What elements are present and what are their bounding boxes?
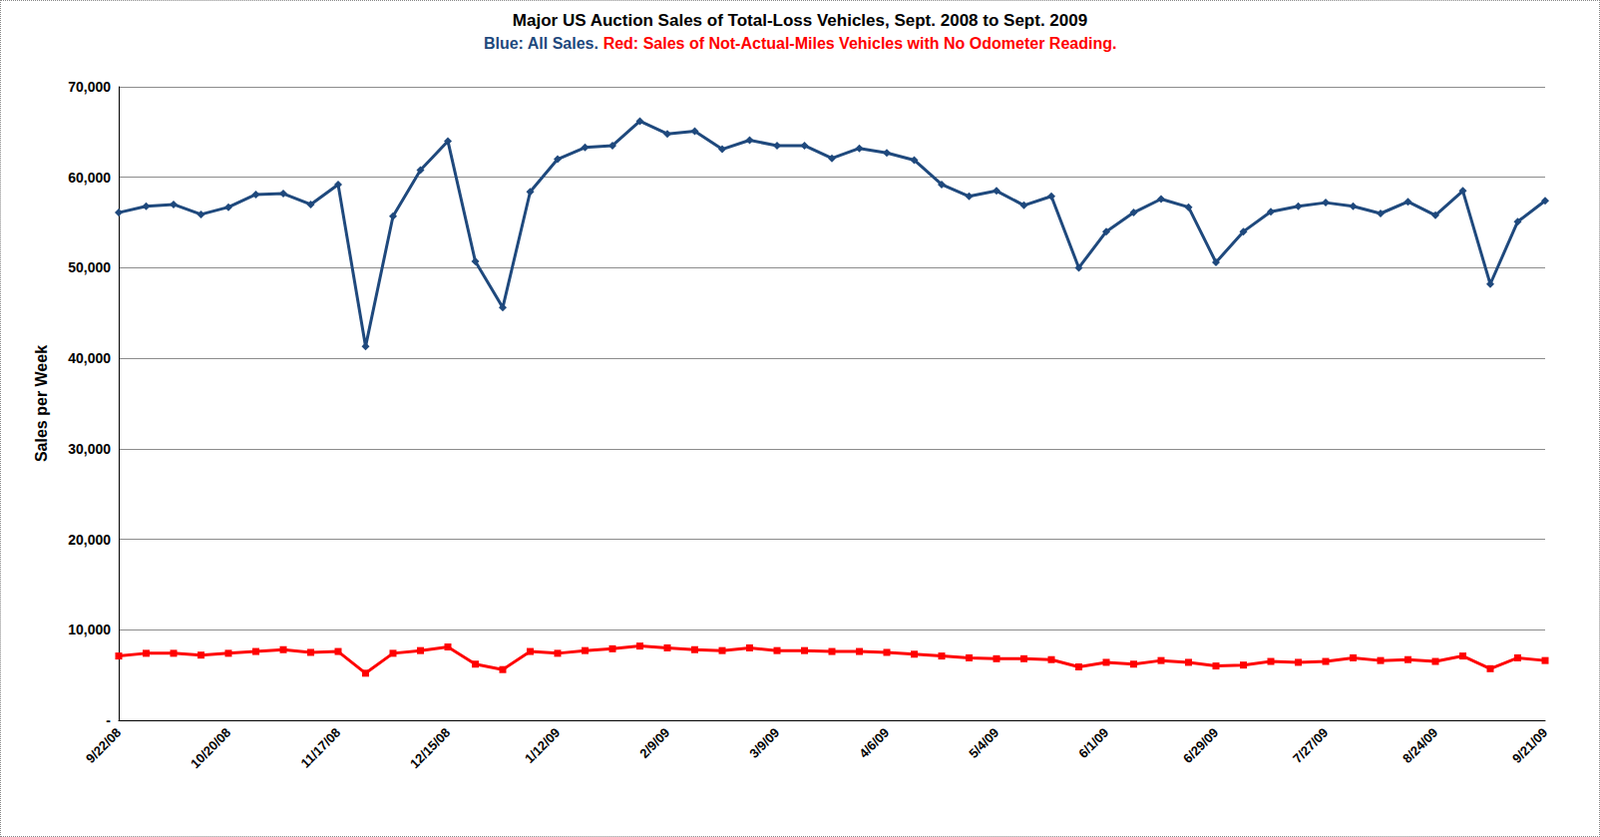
svg-text:12/15/08: 12/15/08 [406,725,453,772]
svg-text:Blue: All Sales.: Blue: All Sales. [483,34,599,52]
svg-text:5/4/09: 5/4/09 [965,725,1002,762]
svg-text:6/1/09: 6/1/09 [1075,725,1112,762]
svg-text:10,000: 10,000 [67,621,111,638]
svg-text:Sales per Week: Sales per Week [32,345,50,462]
svg-text:9/21/09: 9/21/09 [1509,725,1551,767]
svg-text:60,000: 60,000 [67,169,111,186]
svg-text:4/6/09: 4/6/09 [855,725,892,762]
svg-text:3/9/09: 3/9/09 [746,725,783,762]
svg-text:Major US Auction Sales of Tota: Major US Auction Sales of Total-Loss Veh… [512,10,1088,30]
svg-text:20,000: 20,000 [67,531,111,548]
svg-text:2/9/09: 2/9/09 [636,725,673,762]
svg-text:Red: Sales of Not-Actual-Miles: Red: Sales of Not-Actual-Miles Vehicles … [603,34,1118,52]
svg-text:7/27/09: 7/27/09 [1289,725,1331,767]
svg-text:40,000: 40,000 [67,350,111,367]
svg-text:-: - [105,712,111,729]
svg-text:30,000: 30,000 [67,440,111,457]
svg-text:11/17/08: 11/17/08 [297,725,344,772]
svg-text:70,000: 70,000 [67,78,111,95]
svg-text:9/22/08: 9/22/08 [82,725,124,767]
svg-text:50,000: 50,000 [67,259,111,276]
svg-text:8/24/09: 8/24/09 [1399,725,1441,767]
svg-text:6/29/09: 6/29/09 [1180,725,1221,767]
svg-text:10/20/08: 10/20/08 [187,725,234,772]
svg-text:1/12/09: 1/12/09 [521,725,563,767]
